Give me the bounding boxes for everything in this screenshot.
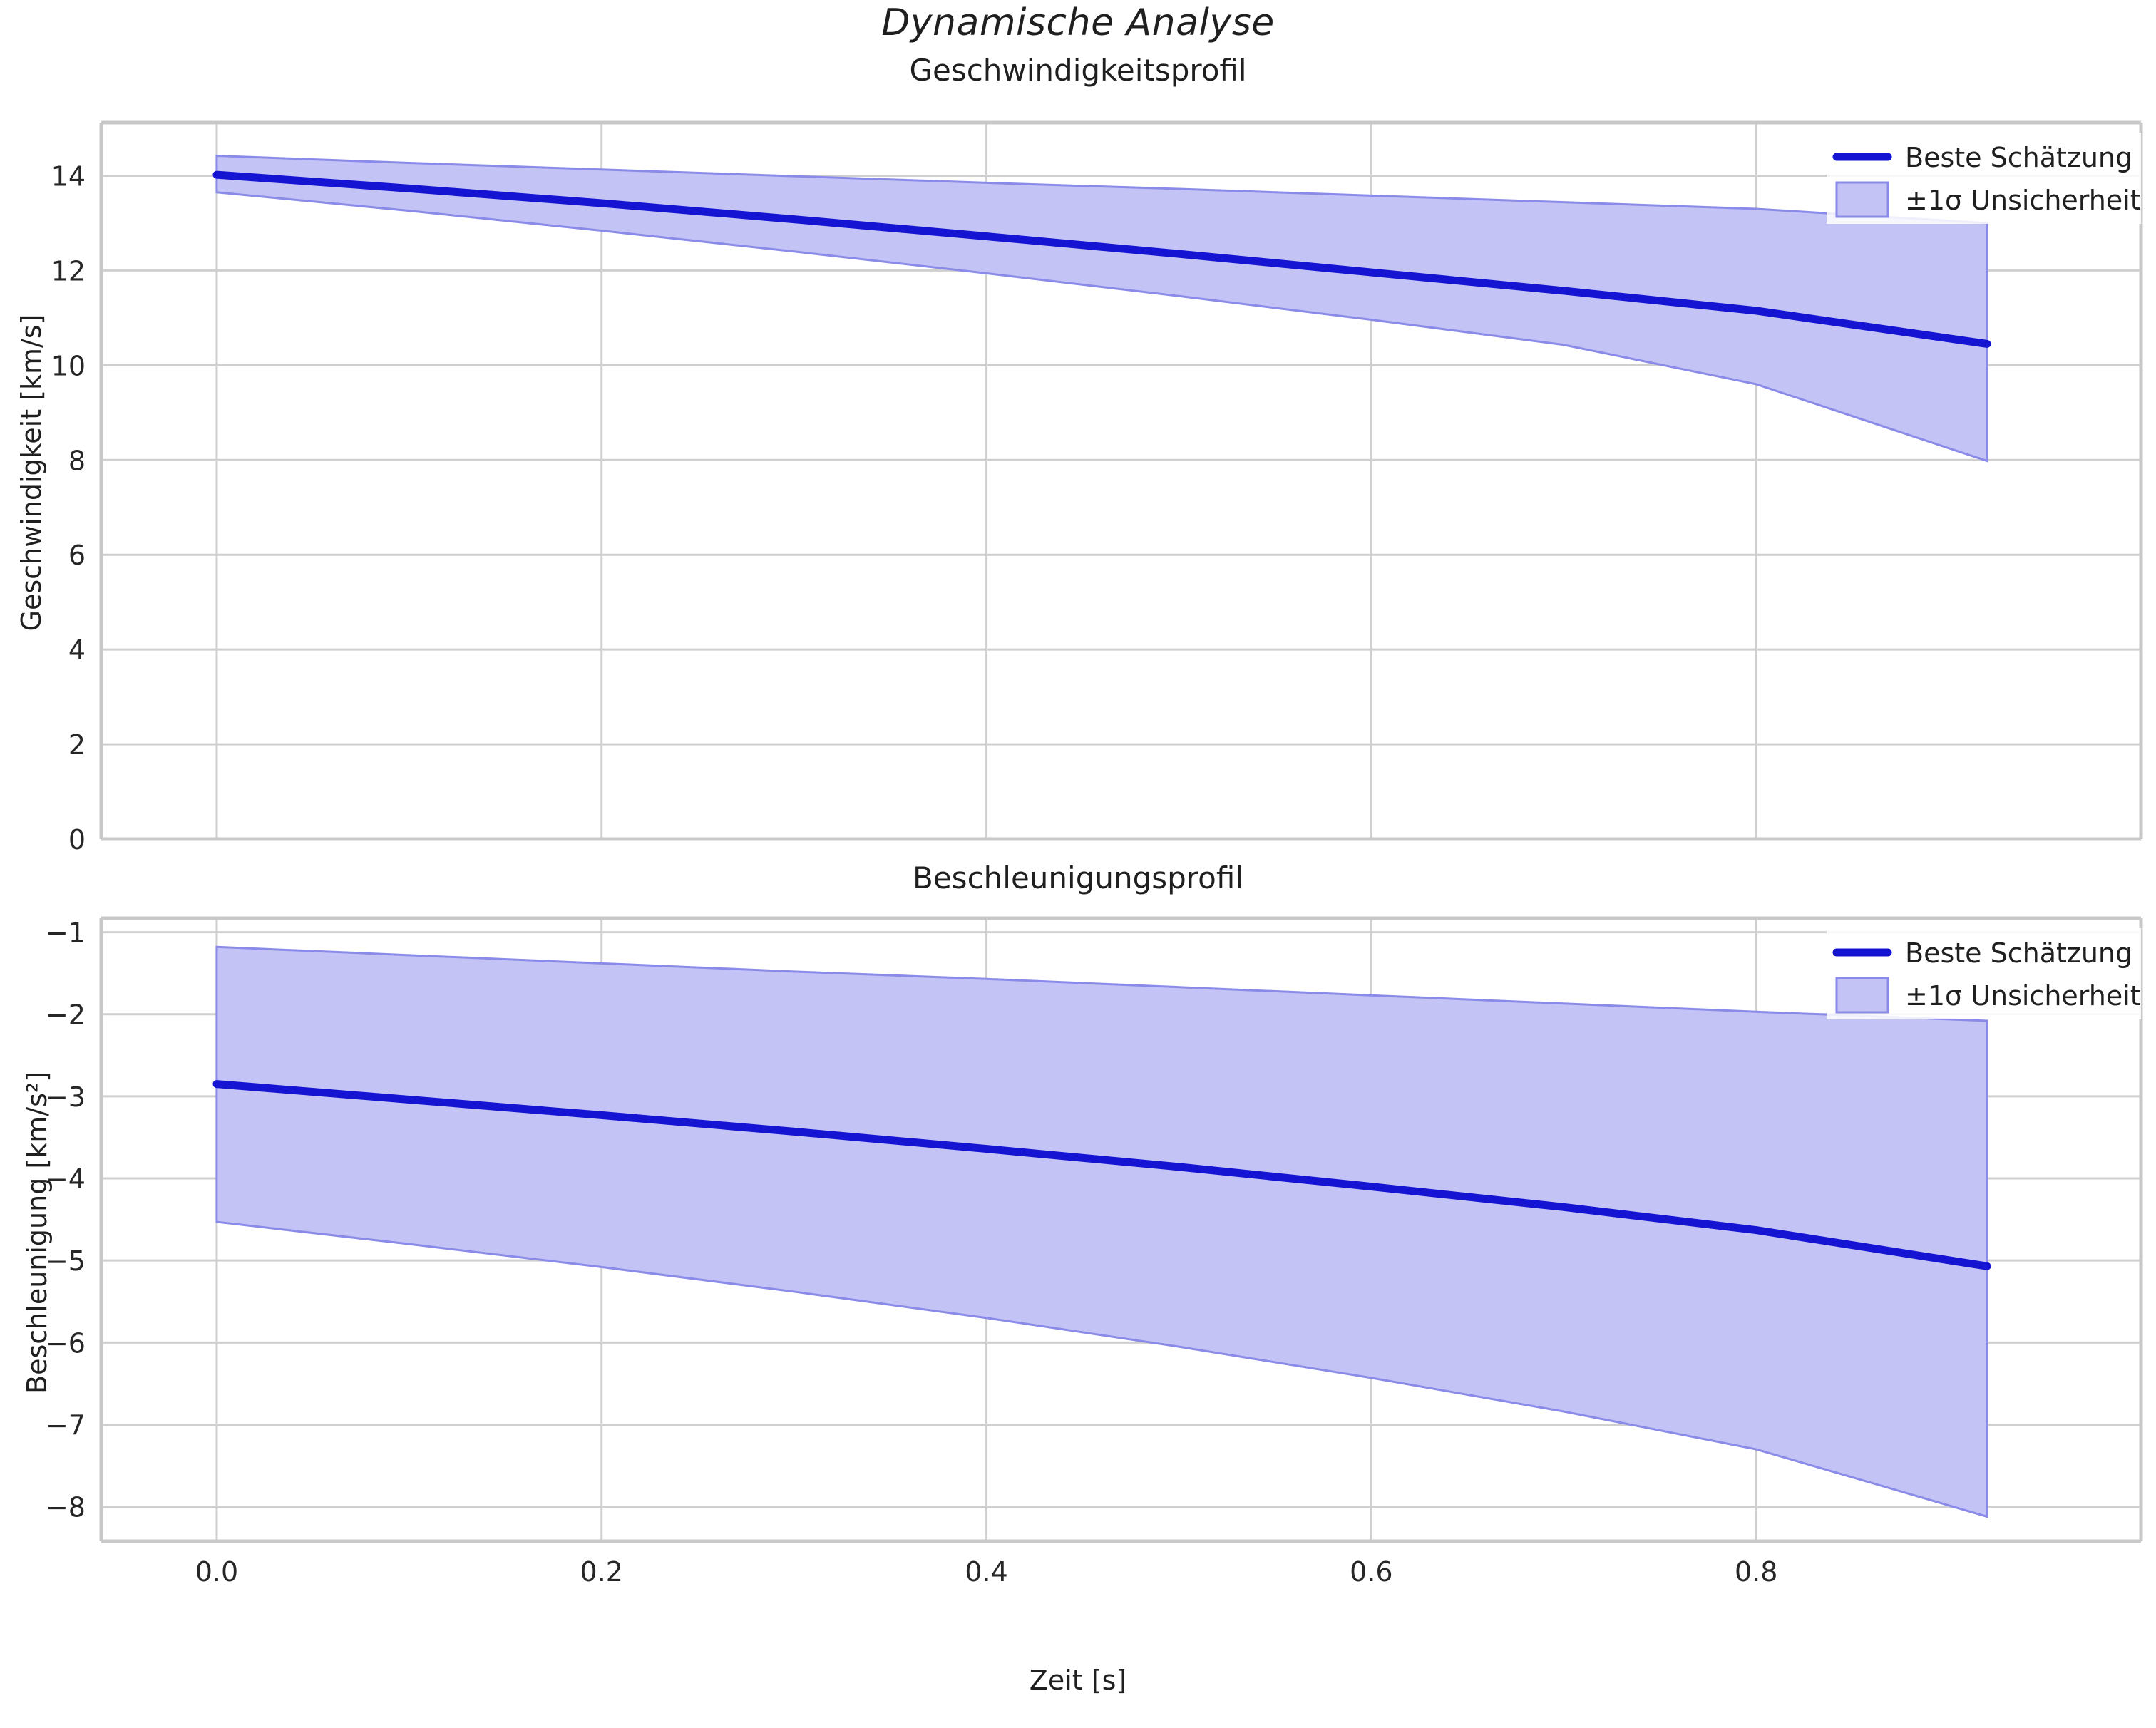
x-tick-label-1: 0.2 (580, 1556, 623, 1588)
x-tick-label-2: 0.4 (965, 1556, 1007, 1588)
legend-velocity: Beste Schätzung ±1σ Unsicherheit (1827, 133, 2141, 224)
y-tick-label-acceleration-4: −5 (46, 1245, 86, 1277)
y-tick-label-velocity-7: 14 (51, 160, 86, 192)
y-tick-label-velocity-4: 8 (68, 445, 86, 476)
subplot-title-velocity: Geschwindigkeitsprofil (909, 53, 1247, 88)
legend-swatch-band-acceleration (1835, 977, 1889, 1014)
subplot-title-acceleration: Beschleunigungsprofil (913, 860, 1243, 895)
figure-suptitle: Dynamische Analyse (881, 1, 1275, 44)
x-tick-label-3: 0.6 (1350, 1556, 1392, 1588)
y-tick-label-velocity-5: 10 (51, 350, 86, 381)
axes-acceleration: −1 −2 −3 −4 −5 −6 −7 −8 0.0 0.2 0.4 0.6 0.8 Beste Sch… (46, 916, 2143, 1588)
y-tick-label-acceleration-7: −8 (46, 1492, 86, 1523)
legend-label-line-acceleration: Beste Schätzung (1905, 937, 2132, 969)
legend-swatch-band-velocity (1835, 181, 1889, 218)
y-tick-label-velocity-6: 12 (51, 255, 86, 287)
uncertainty-band-velocity (215, 154, 1988, 463)
y-tick-label-acceleration-1: −2 (46, 999, 86, 1031)
axes-velocity: 0 2 4 6 8 10 12 14 Beste Schätzung ±1σ Unsicherhe… (51, 120, 2143, 855)
y-tick-label-acceleration-3: −4 (46, 1163, 86, 1195)
y-tick-label-acceleration-0: −1 (46, 917, 86, 949)
legend-acceleration: Beste Schätzung ±1σ Unsicherheit (1827, 928, 2141, 1019)
y-tick-label-acceleration-5: −6 (46, 1327, 86, 1359)
y-tick-label-velocity-3: 6 (68, 540, 86, 571)
y-tick-label-velocity-1: 2 (68, 729, 86, 761)
y-tick-label-acceleration-6: −7 (46, 1409, 86, 1441)
y-tick-label-velocity-0: 0 (68, 824, 86, 855)
x-tick-label-0: 0.0 (195, 1556, 238, 1588)
best-estimate-line-velocity (212, 170, 1991, 348)
legend-label-band-velocity: ±1σ Unsicherheit (1905, 185, 2141, 216)
legend-label-line-velocity: Beste Schätzung (1905, 142, 2132, 173)
uncertainty-band-acceleration (215, 945, 1988, 1518)
y-tick-label-velocity-2: 4 (68, 634, 86, 666)
x-tick-label-4: 0.8 (1735, 1556, 1777, 1588)
legend-label-band-acceleration: ±1σ Unsicherheit (1905, 980, 2141, 1012)
x-axis-label: Zeit [s] (1029, 1665, 1127, 1696)
y-tick-label-acceleration-2: −3 (46, 1081, 86, 1113)
best-estimate-line-acceleration (212, 1080, 1991, 1270)
